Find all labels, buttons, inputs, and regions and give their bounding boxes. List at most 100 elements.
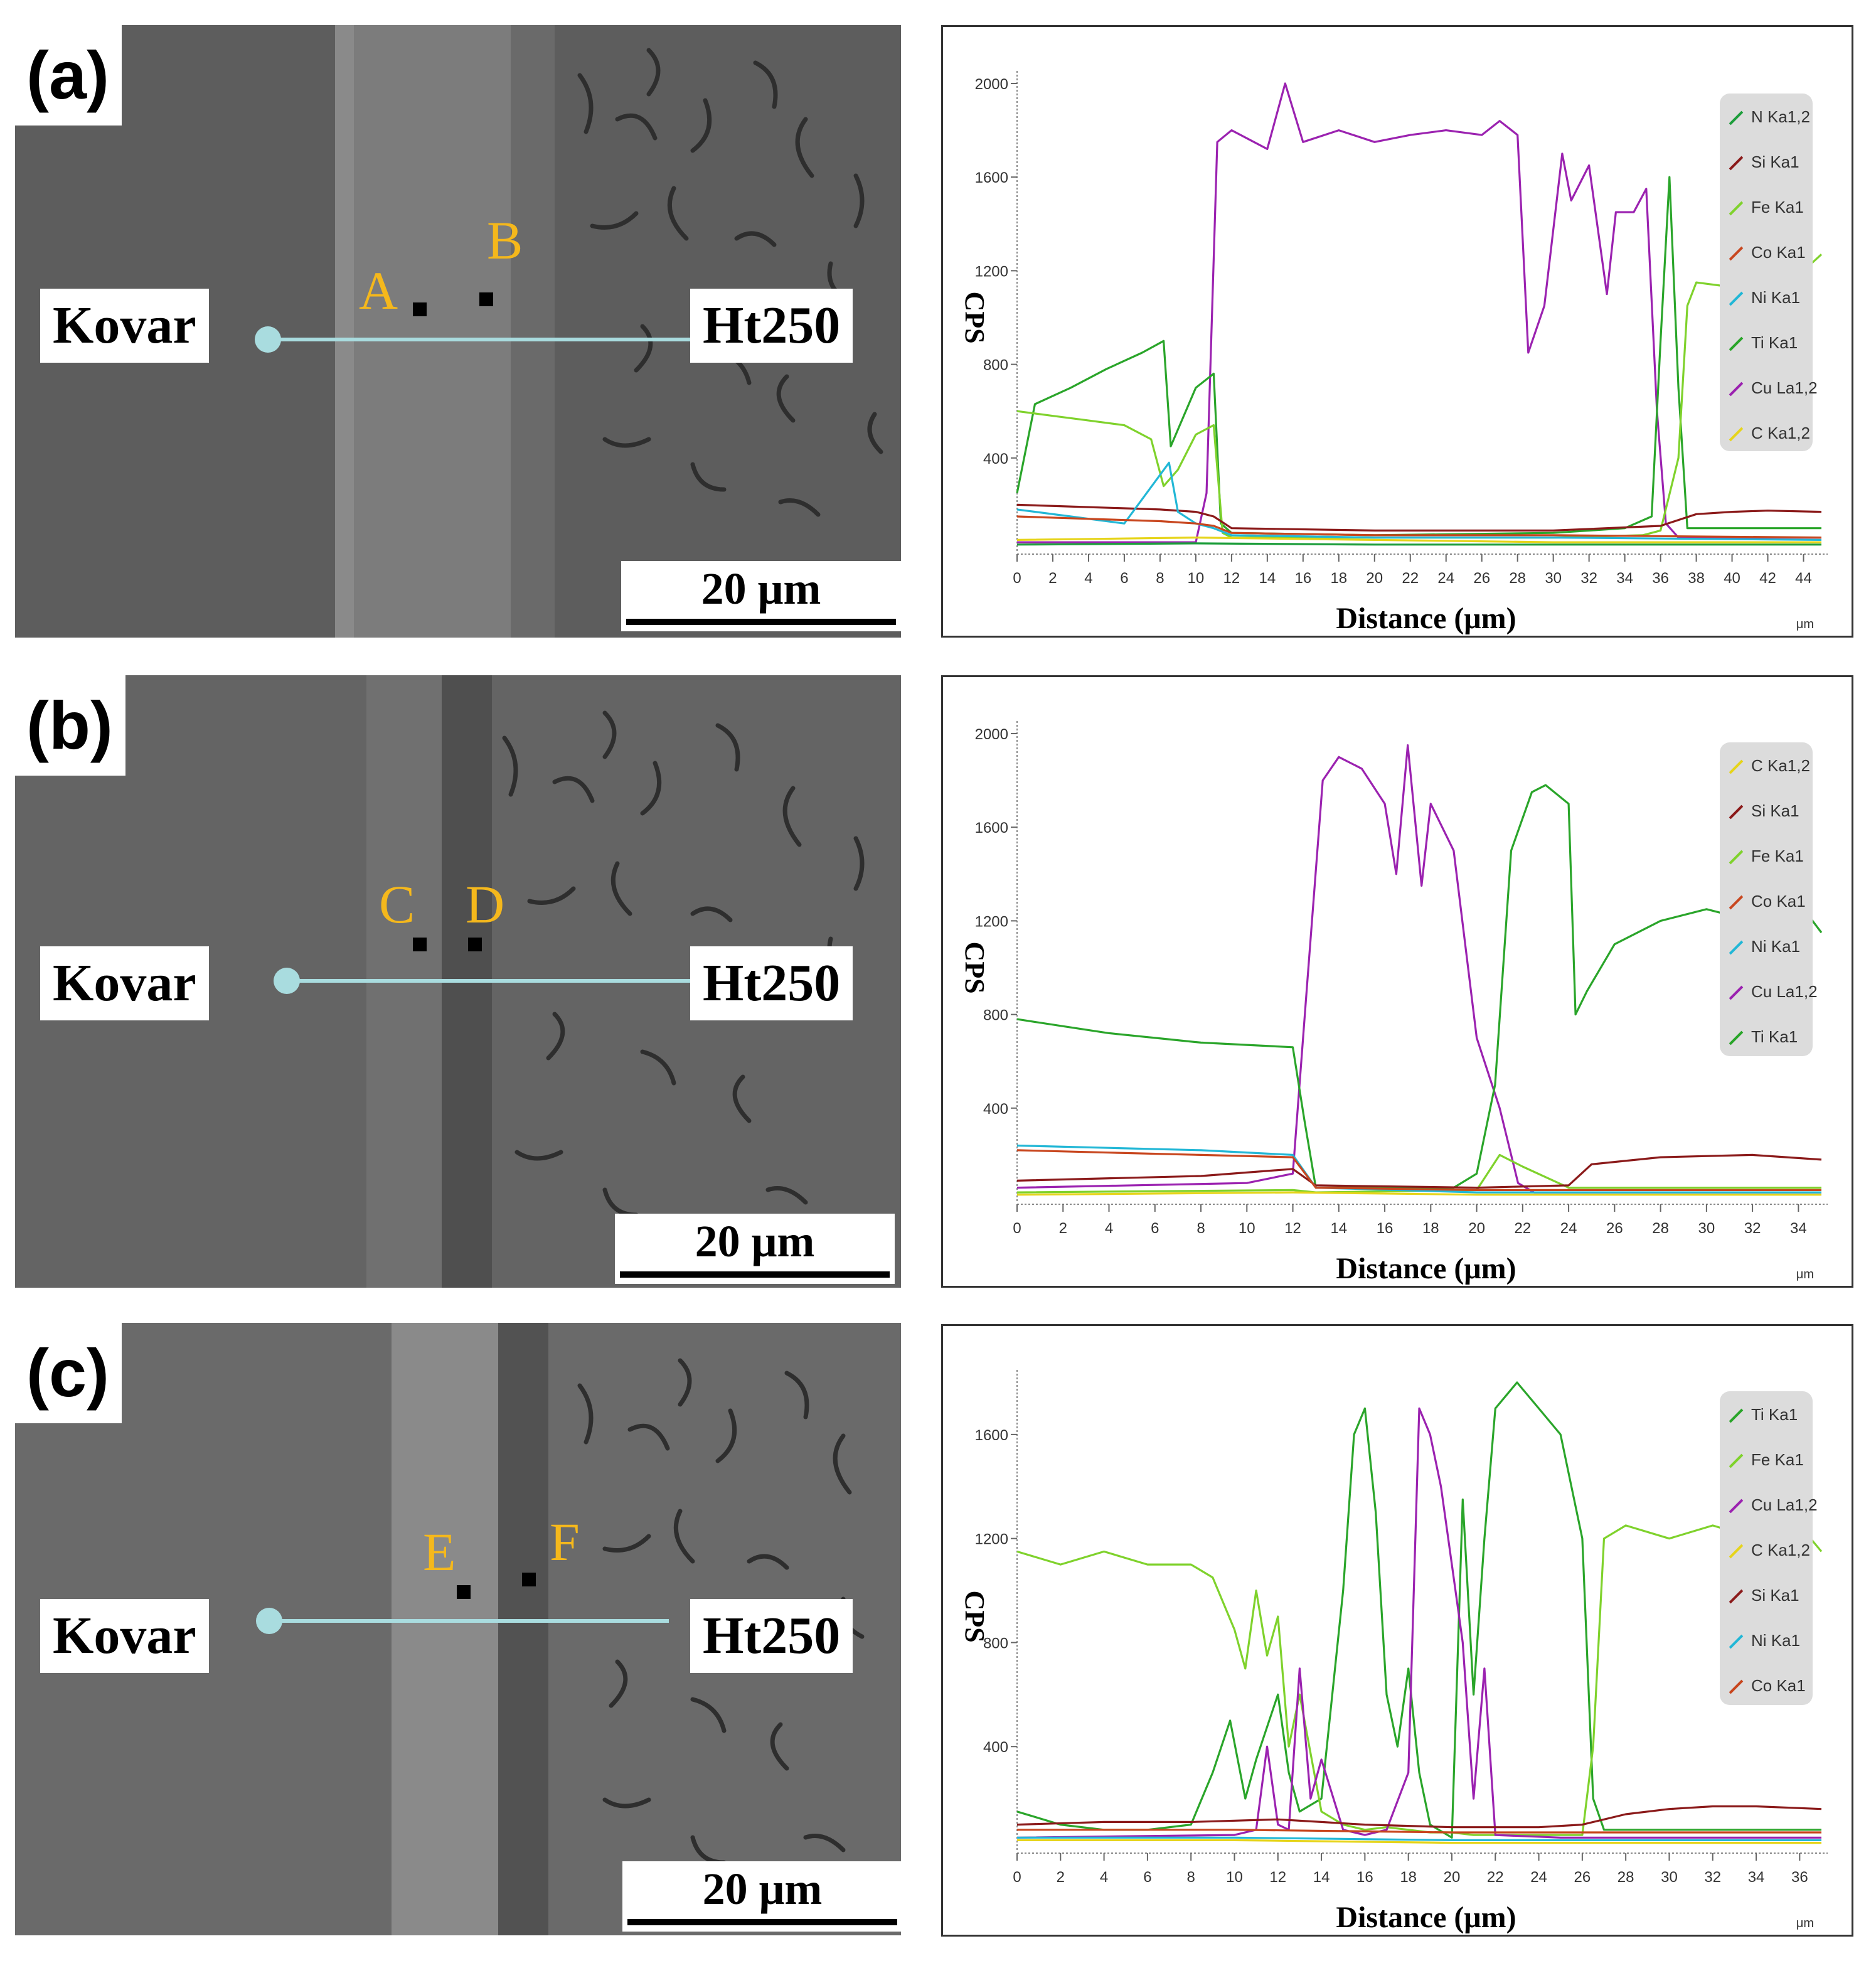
y-tick-label: 800 [983, 357, 1008, 374]
x-tick-label: 8 [1196, 1220, 1205, 1237]
scale-bar-label: 20 μm [695, 1216, 815, 1266]
legend-label: Ni Ka1 [1751, 1631, 1801, 1650]
scale-bar: 20 μm [615, 1214, 895, 1284]
legend-label: Co Ka1 [1751, 243, 1806, 262]
y-tick-label: 1600 [975, 820, 1008, 837]
x-tick-label: 28 [1652, 1220, 1669, 1237]
legend-item: N Ka1,2 [1727, 107, 1810, 126]
x-tick-label: 42 [1759, 570, 1776, 587]
x-tick-label: 24 [1530, 1869, 1547, 1886]
point-label-F: F [550, 1512, 580, 1572]
legend-swatch [1729, 1679, 1744, 1694]
legend-swatch [1729, 1408, 1744, 1423]
y-tick-label: 1200 [975, 263, 1008, 280]
legend-label: N Ka1,2 [1751, 107, 1810, 126]
series-line [1016, 1153, 1821, 1194]
y-tick-label: 1600 [975, 169, 1008, 186]
legend-swatch [1729, 427, 1744, 442]
point-label-C: C [379, 874, 415, 934]
x-tick-label: 34 [1790, 1220, 1807, 1237]
eds-chart-a: 400 800 1200 1600 2000 0 2 4 6 8 10 12 14 16 18 20 22 24 2… [941, 25, 1853, 638]
legend-label: Fe Ka1 [1751, 198, 1804, 217]
legend-swatch [1729, 1453, 1744, 1468]
legend-item: Co Ka1 [1727, 243, 1806, 262]
legend-swatch [1729, 1634, 1744, 1649]
y-tick-label: 800 [983, 1635, 1008, 1652]
eds-chart-c: 400 800 1200 1600 0 2 4 6 8 10 12 14 16 18 20 22 24 26 28 3… [941, 1324, 1853, 1937]
x-tick-label: 22 [1514, 1220, 1531, 1237]
legend-swatch [1729, 1589, 1744, 1604]
chart-legend-b: C Ka1,2 Si Ka1 Fe Ka1 Co Ka1 Ni Ka1 Cu La1,2 T… [1720, 742, 1818, 1056]
x-tick-label: 14 [1330, 1220, 1347, 1237]
right-material-label: Ht250 [690, 289, 853, 363]
y-tick-label: 800 [983, 1007, 1008, 1024]
scale-bar-label: 20 μm [702, 1864, 823, 1914]
legend-label: Ni Ka1 [1751, 288, 1801, 307]
x-tick-label: 0 [1013, 1869, 1021, 1886]
line-scan-path [266, 338, 690, 341]
line-scan-start-dot [255, 326, 281, 353]
legend-item: Si Ka1 [1727, 801, 1799, 820]
legend-item: Fe Ka1 [1727, 1450, 1804, 1469]
x-tick-label: 18 [1422, 1220, 1439, 1237]
x-unit-label: μm [1796, 1917, 1814, 1930]
point-label-B: B [487, 210, 523, 270]
point-label-D: D [466, 874, 505, 934]
x-tick-label: 6 [1151, 1220, 1159, 1237]
x-tick-label: 20 [1444, 1869, 1461, 1886]
x-tick-label: 12 [1284, 1220, 1301, 1237]
legend-swatch [1729, 156, 1744, 171]
point-marker-B [479, 292, 493, 306]
x-tick-label: 34 [1748, 1869, 1765, 1886]
series-line [1016, 503, 1822, 532]
legend-label: Fe Ka1 [1751, 847, 1804, 865]
series-line [1016, 1191, 1821, 1196]
chart-legend-c: Ti Ka1 Fe Ka1 Cu La1,2 C Ka1,2 Si Ka1 Ni Ka1 C… [1720, 1391, 1818, 1705]
panel-label-a: (a) [15, 25, 122, 126]
x-tick-label: 6 [1120, 570, 1128, 587]
point-marker-F [522, 1573, 536, 1586]
x-tick-label: 2 [1048, 570, 1057, 587]
legend-swatch [1729, 1030, 1744, 1045]
legend-swatch [1729, 336, 1744, 351]
legend-label: Ti Ka1 [1751, 1027, 1798, 1046]
legend-item: C Ka1,2 [1727, 1541, 1810, 1559]
panel-label-c: (c) [15, 1323, 122, 1423]
line-scan-start-dot [274, 968, 300, 994]
series-line [1016, 744, 1821, 1194]
scale-bar: 20 μm [622, 1861, 901, 1932]
legend-item: Cu La1,2 [1727, 1495, 1818, 1514]
sem-image-a: (a) Kovar Ht250 A B 20 μm [15, 25, 901, 638]
y-tick-label: 400 [983, 451, 1008, 468]
series-line [1016, 1805, 1822, 1829]
legend-item: C Ka1,2 [1727, 756, 1810, 775]
legend-label: Cu La1,2 [1751, 378, 1818, 397]
legend-item: Ti Ka1 [1727, 1027, 1798, 1046]
x-tick-label: 30 [1661, 1869, 1678, 1886]
left-material-label: Kovar [40, 1599, 209, 1673]
series-line [1016, 542, 1821, 546]
eds-chart-b: 400 800 1200 1600 2000 0 2 4 6 8 10 12 14 16 18 20 22 24 2… [941, 675, 1853, 1288]
y-axis-label: CPS [959, 941, 990, 993]
x-unit-label: μm [1796, 1268, 1814, 1281]
legend-label: Ni Ka1 [1751, 937, 1801, 956]
legend-item: Ti Ka1 [1727, 1405, 1798, 1424]
scale-bar: 20 μm [621, 561, 901, 631]
legend-item: Ni Ka1 [1727, 288, 1800, 307]
x-tick-label: 4 [1084, 570, 1092, 587]
x-axis-label: Distance (μm) [1336, 1901, 1516, 1934]
scale-bar-label: 20 μm [701, 564, 821, 614]
point-marker-D [468, 938, 482, 951]
x-tick-label: 0 [1013, 1220, 1021, 1237]
x-tick-label: 8 [1187, 1869, 1195, 1886]
legend-item: Fe Ka1 [1727, 198, 1804, 217]
legend-swatch [1729, 1499, 1744, 1514]
series-line [1017, 82, 1821, 543]
x-tick-label: 28 [1618, 1869, 1634, 1886]
x-tick-label: 36 [1652, 570, 1669, 587]
x-tick-label: 22 [1402, 570, 1419, 587]
x-tick-label: 36 [1791, 1869, 1808, 1886]
x-tick-label: 40 [1724, 570, 1740, 587]
series-line [1016, 515, 1822, 539]
